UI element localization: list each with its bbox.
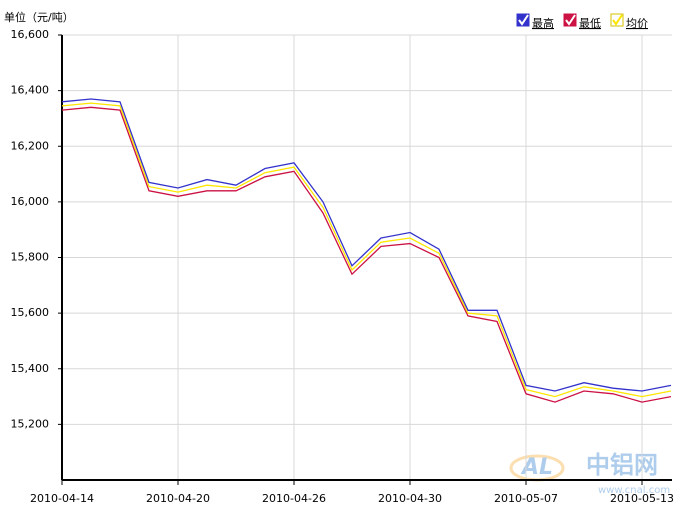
y-tick-label: 16,000	[11, 195, 50, 208]
legend-label[interactable]: 均价	[626, 17, 648, 30]
legend-check	[518, 14, 529, 26]
y-axis-label: 单位（元/吨）	[4, 10, 74, 24]
x-tick-label: 2010-04-20	[146, 492, 210, 505]
x-tick-label: 2010-05-13	[610, 492, 674, 505]
legend-check	[612, 14, 623, 26]
x-tick-label: 2010-04-26	[262, 492, 326, 505]
x-tick-label: 2010-05-07	[494, 492, 558, 505]
y-tick-label: 16,200	[11, 139, 50, 152]
watermark-url: www.cnal.com	[598, 485, 670, 496]
legend-check	[565, 14, 576, 26]
legend-item[interactable]: 均价	[610, 13, 648, 30]
series-line	[61, 102, 672, 398]
legend-label[interactable]: 最高	[532, 16, 554, 30]
y-tick-label: 16,600	[11, 28, 50, 41]
legend-label[interactable]: 最低	[579, 17, 601, 30]
y-tick-label: 15,800	[11, 251, 50, 264]
watermark-name: 中铝网	[586, 451, 658, 479]
y-tick-label: 16,400	[11, 84, 50, 97]
y-tick-label: 15,200	[11, 417, 50, 430]
y-tick-label: 15,400	[11, 362, 50, 375]
x-tick-label: 2010-04-30	[378, 492, 442, 505]
x-tick-label: 2010-04-14	[30, 492, 94, 505]
watermark-logo: AL	[520, 455, 553, 480]
legend-item[interactable]: 最高	[516, 13, 554, 30]
series-line	[61, 106, 672, 403]
y-tick-label: 15,600	[11, 306, 50, 319]
legend-item[interactable]: 最低	[563, 13, 601, 30]
series-line	[61, 98, 672, 392]
